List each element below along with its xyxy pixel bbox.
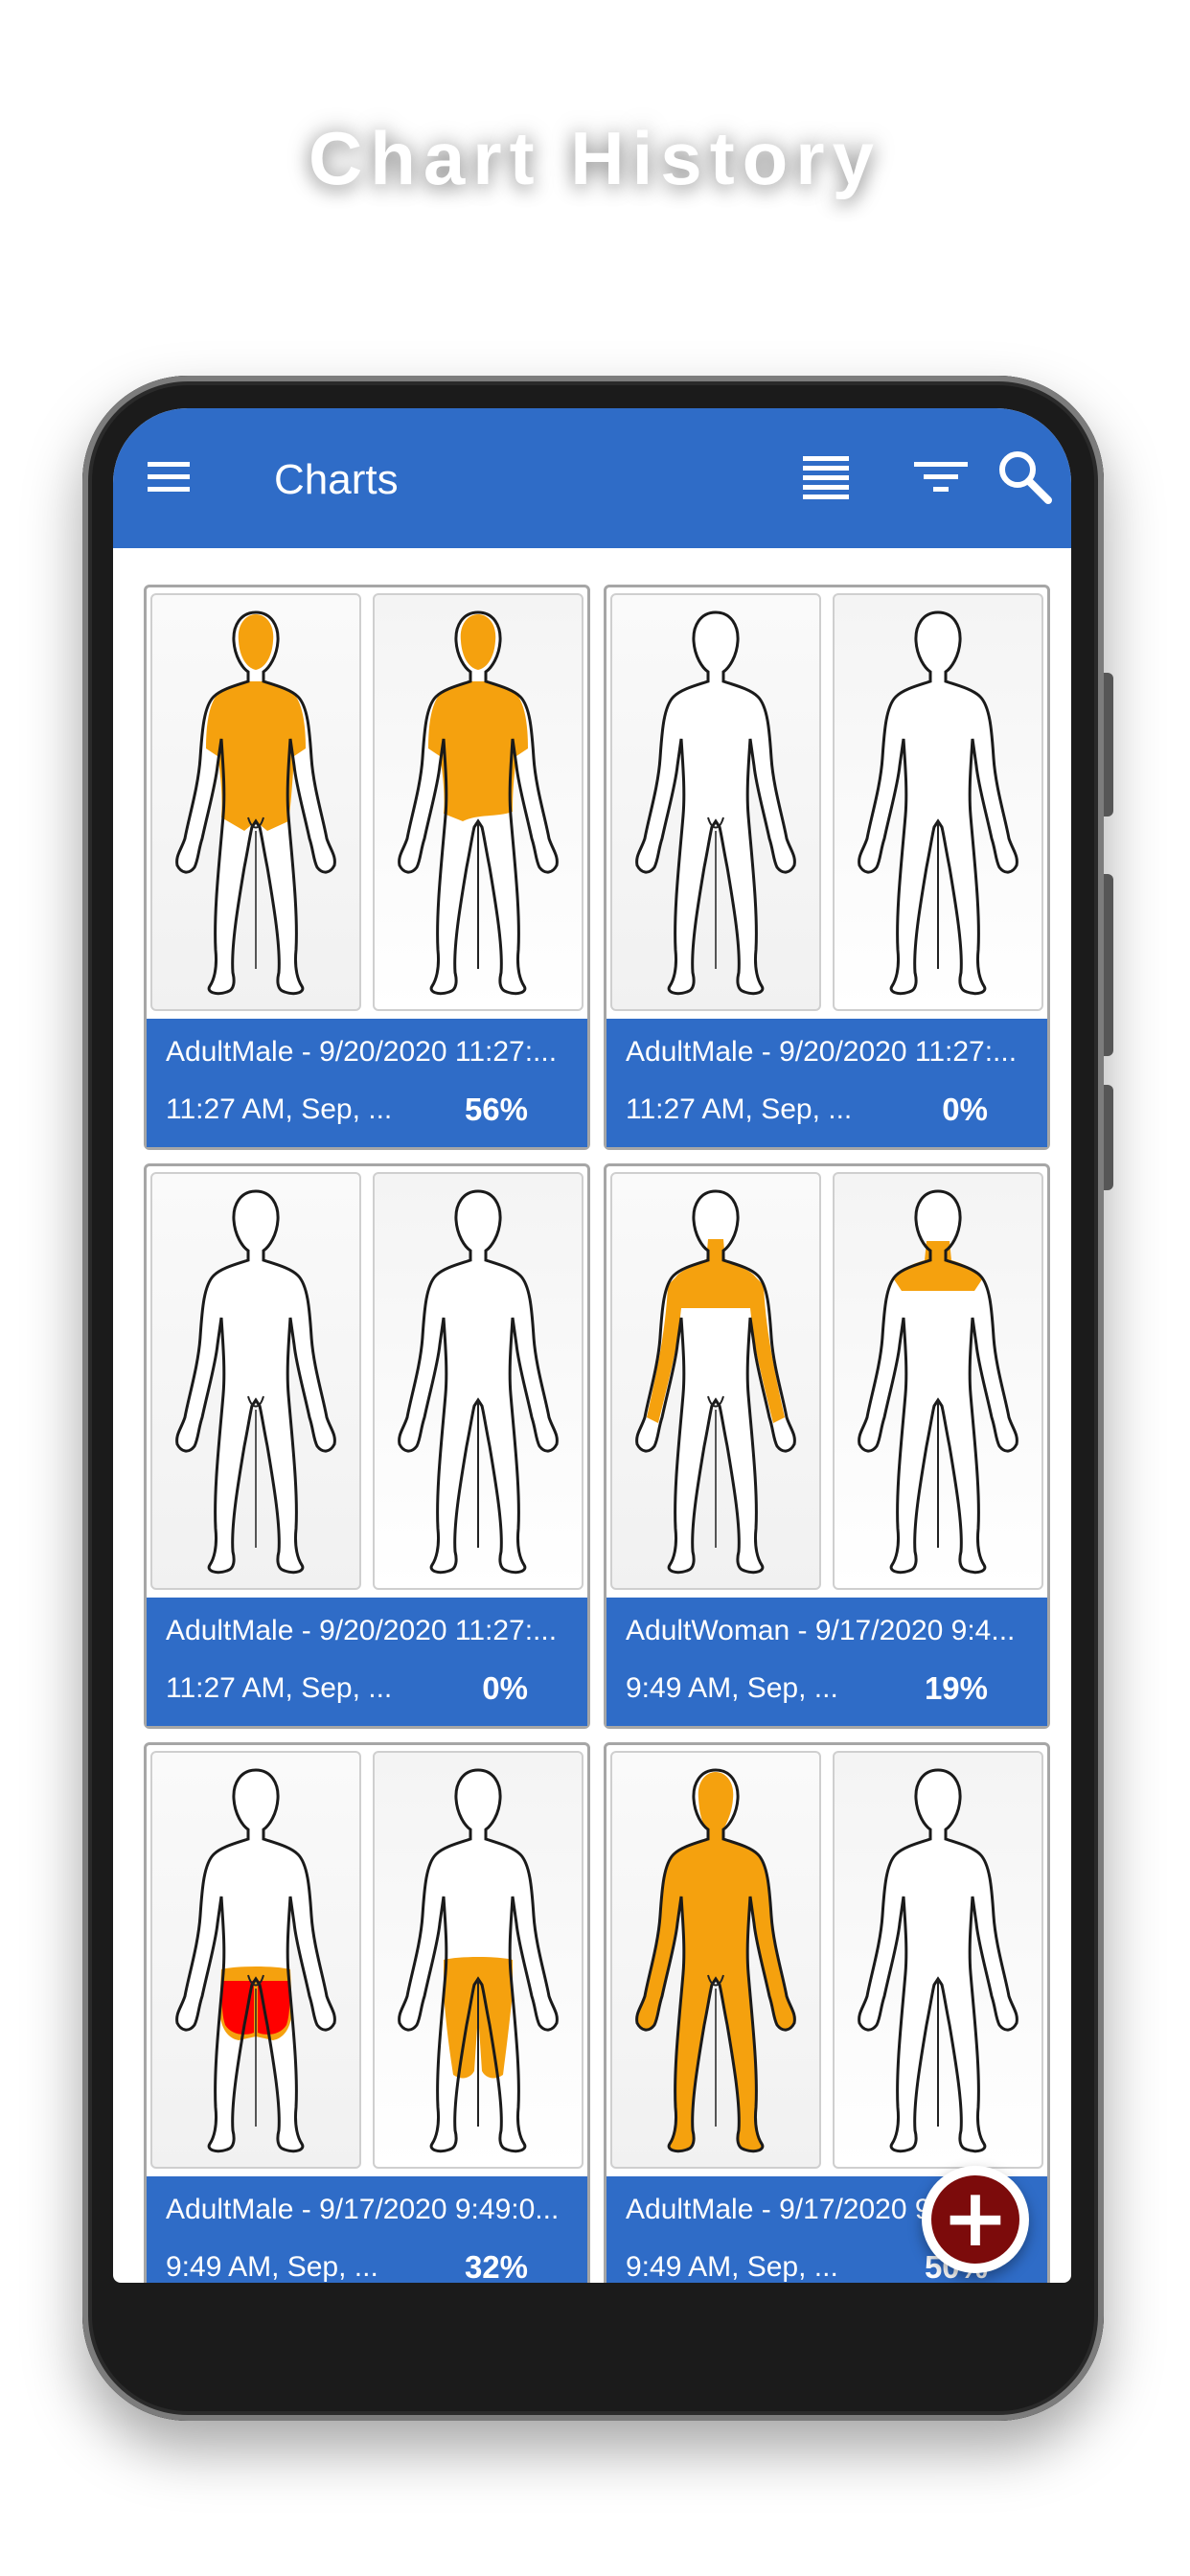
add-chart-button[interactable]: + xyxy=(922,2166,1029,2273)
chart-info-bar: AdultMale - 9/17/2020 9:49:0... 9:49 AM,… xyxy=(147,2176,587,2283)
chart-card[interactable]: AdultMale - 9/20/2020 11:27:... 11:27 AM… xyxy=(604,585,1050,1150)
front-body-view xyxy=(610,1751,821,2169)
chart-card[interactable]: AdultMale - 9/17/2020 9:49:0... 9:49 AM,… xyxy=(144,1742,590,2283)
back-body-view xyxy=(373,1172,584,1590)
chart-info-bar: AdultMale - 9/20/2020 11:27:... 11:27 AM… xyxy=(147,1019,587,1147)
back-body-view xyxy=(373,593,584,1011)
front-body-view xyxy=(610,593,821,1011)
front-body-view xyxy=(150,1172,361,1590)
app-title: Charts xyxy=(274,456,399,503)
chart-info-bar: AdultMale - 9/20/2020 11:27:... 11:27 AM… xyxy=(606,1019,1047,1147)
chart-name: AdultMale - 9/20/2020 11:27:... xyxy=(166,1615,558,1646)
chart-time: 9:49 AM, Sep, ... xyxy=(626,1672,838,1704)
chart-percent: 0% xyxy=(482,1670,528,1706)
chart-card[interactable]: AdultWoman - 9/17/2020 9:4... 9:49 AM, S… xyxy=(604,1163,1050,1729)
chart-percent: 19% xyxy=(924,1670,988,1706)
add-icon: + xyxy=(931,2175,1019,2264)
chart-name: AdultMale - 9/20/2020 11:27:... xyxy=(166,1036,558,1068)
front-body-view xyxy=(150,593,361,1011)
filter-icon[interactable] xyxy=(906,443,973,510)
back-body-view xyxy=(833,1751,1043,2169)
chart-time: 9:49 AM, Sep, ... xyxy=(626,2251,838,2283)
chart-percent: 56% xyxy=(464,1092,528,1127)
chart-name: AdultWoman - 9/17/2020 9:4... xyxy=(626,1615,1016,1646)
list-view-icon[interactable] xyxy=(791,443,858,510)
back-body-view xyxy=(833,1172,1043,1590)
front-body-view xyxy=(610,1172,821,1590)
chart-name: AdultMale - 9/20/2020 11:27:... xyxy=(626,1036,1018,1068)
page-headline: Chart History xyxy=(308,116,882,200)
chart-info-bar: AdultWoman - 9/17/2020 9:4... 9:49 AM, S… xyxy=(606,1598,1047,1726)
app-screen: Charts AdultMale - 9/20/2020 11:27:. xyxy=(113,408,1071,2283)
front-body-view xyxy=(150,1751,361,2169)
chart-time: 11:27 AM, Sep, ... xyxy=(166,1672,393,1704)
chart-time: 9:49 AM, Sep, ... xyxy=(166,2251,378,2283)
chart-time: 11:27 AM, Sep, ... xyxy=(626,1093,853,1125)
chart-info-bar: AdultMale - 9/20/2020 11:27:... 11:27 AM… xyxy=(147,1598,587,1726)
chart-card[interactable]: AdultMale - 9/20/2020 11:27:... 11:27 AM… xyxy=(144,1163,590,1729)
chart-card[interactable]: AdultMale - 9/17/2020 9:49:0... 9:49 AM,… xyxy=(604,1742,1050,2283)
back-body-view xyxy=(833,593,1043,1011)
chart-card[interactable]: AdultMale - 9/20/2020 11:27:... 11:27 AM… xyxy=(144,585,590,1150)
app-bar: Charts xyxy=(113,408,1071,548)
search-icon[interactable] xyxy=(991,443,1058,510)
chart-percent: 32% xyxy=(464,2249,528,2283)
chart-name: AdultMale - 9/17/2020 9:49:0... xyxy=(166,2194,560,2225)
chart-percent: 0% xyxy=(942,1092,988,1127)
back-body-view xyxy=(373,1751,584,2169)
phone-frame: Charts AdultMale - 9/20/2020 11:27:. xyxy=(82,376,1113,2421)
chart-grid: AdultMale - 9/20/2020 11:27:... 11:27 AM… xyxy=(113,548,1071,2283)
menu-icon[interactable] xyxy=(136,443,203,510)
chart-time: 11:27 AM, Sep, ... xyxy=(166,1093,393,1125)
